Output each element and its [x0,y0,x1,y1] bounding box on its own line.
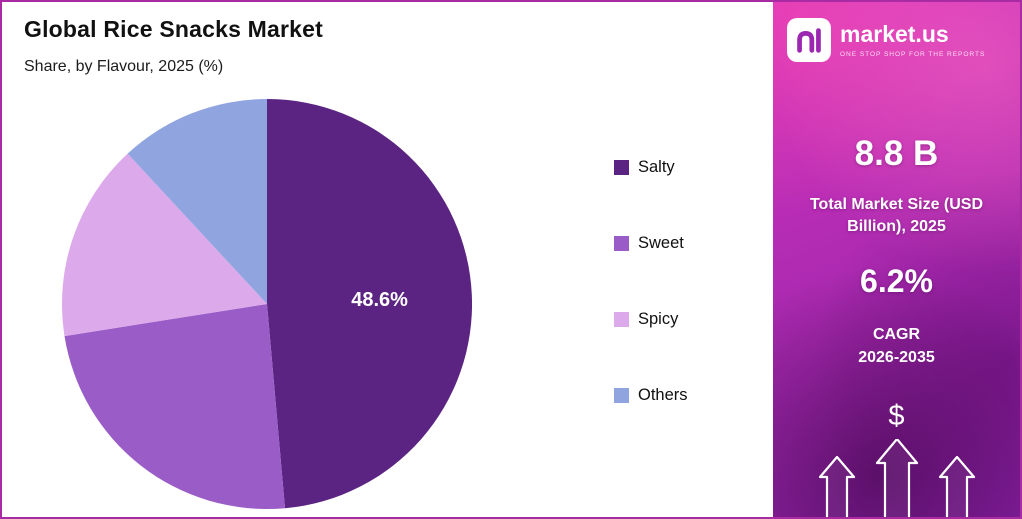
legend-item-sweet: Sweet [614,234,688,253]
legend-label-spicy: Spicy [638,310,679,328]
chart-title: Global Rice Snacks Market [24,16,324,42]
dollar-icon: $ [888,400,905,432]
brand-text: market.us ONE STOP SHOP FOR THE REPORTS [840,22,985,57]
market-size-label: Total Market Size (USD Billion), 2025 [809,196,984,235]
market-size-value: 8.8 B [854,134,939,173]
cagr-value: 6.2% [860,263,933,300]
cagr-period-text: 2026-2035 [858,348,935,366]
legend-item-spicy: Spicy [614,310,688,329]
brand-sidebar: market.us ONE STOP SHOP FOR THE REPORTS … [770,2,1020,517]
brand-tagline: ONE STOP SHOP FOR THE REPORTS [840,50,986,58]
brand-name: market.us [840,21,949,48]
legend-label-salty: Salty [638,158,675,176]
cagr-label: CAGR 2026-2035 [773,324,1020,369]
pie-chart: 48.6% [57,94,477,514]
stats-stack: 8.8 B Total Market Size (USD Billion), 2… [773,134,1020,369]
pie-slice-spicy [61,153,267,337]
chart-legend: Salty Sweet Spicy Others [614,158,688,405]
marketus-logo-icon [787,18,831,62]
pie-slice-others [127,99,267,304]
legend-label-others: Others [638,386,688,404]
legend-item-salty: Salty [614,158,688,177]
legend-swatch-spicy [614,312,629,327]
legend-label-sweet: Sweet [638,234,684,252]
pie-data-label: 48.6% [351,289,408,311]
pie-slice-salty [267,99,473,509]
legend-item-others: Others [614,386,688,405]
cagr-label-text: CAGR [872,326,921,344]
chart-panel: Global Rice Snacks Market Share, by Flav… [2,2,770,517]
legend-swatch-sweet [614,236,629,251]
legend-swatch-others [614,388,629,403]
growth-arrows-icon [818,439,975,517]
pie-slice-sweet [64,304,286,510]
brand-logo-row: market.us ONE STOP SHOP FOR THE REPORTS [787,18,985,62]
legend-swatch-salty [614,160,629,175]
chart-subtitle: Share, by Flavour, 2025 (%) [24,58,224,75]
pie-chart-svg: 48.6% [61,99,473,510]
